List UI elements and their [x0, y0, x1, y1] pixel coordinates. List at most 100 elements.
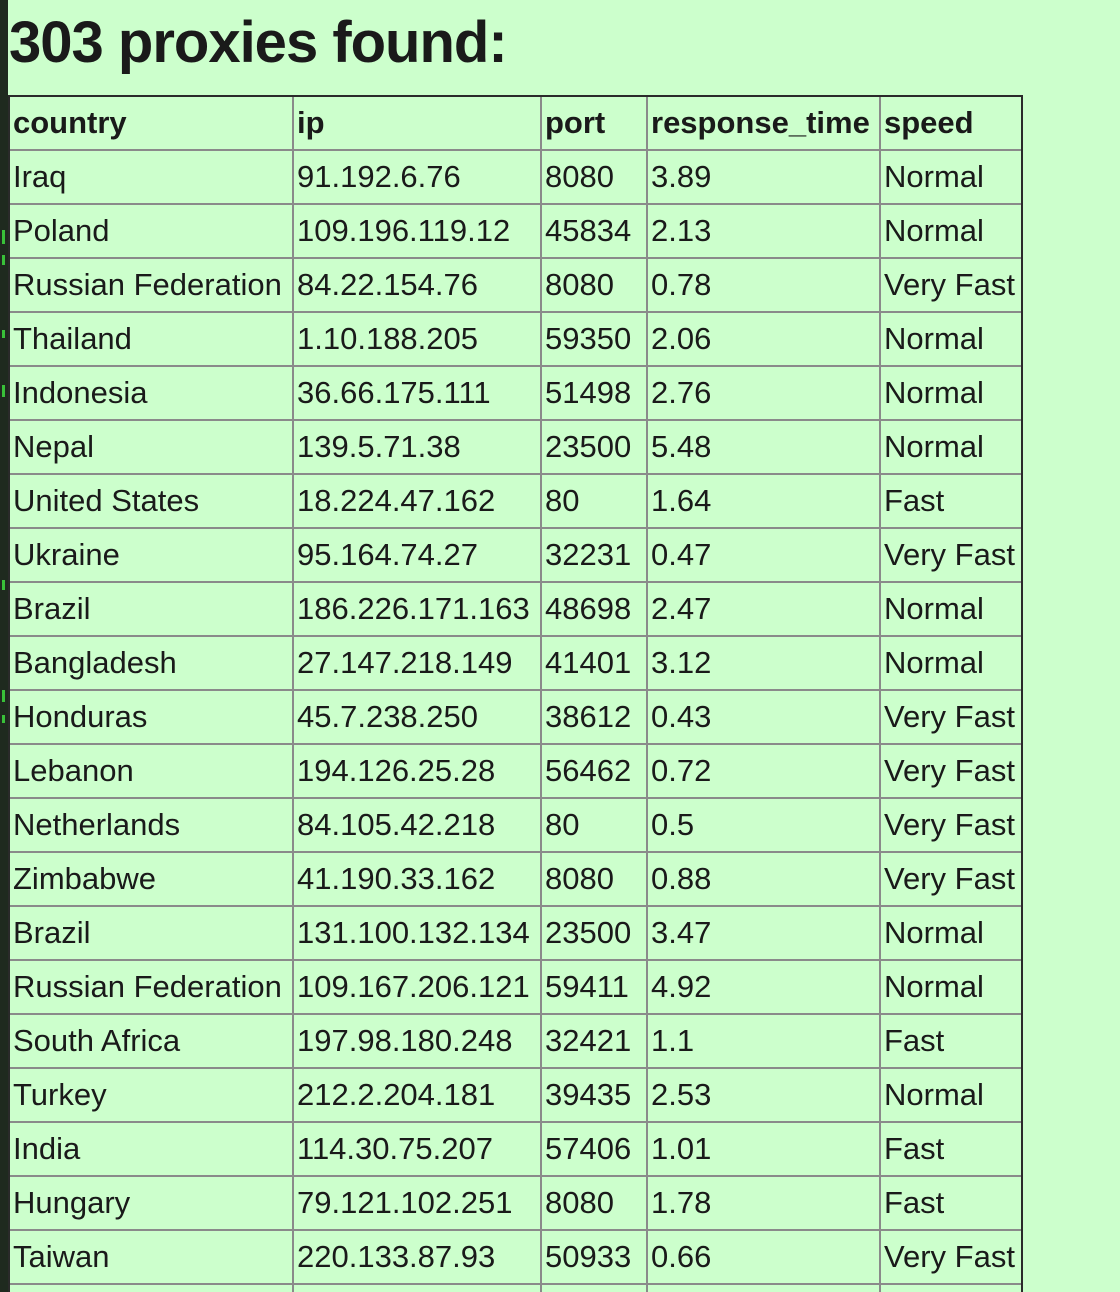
cell-response-time: 3.47: [648, 907, 881, 961]
column-header-ip: ip: [294, 97, 542, 151]
cell-speed: Normal: [881, 205, 1021, 259]
cell-country: India: [10, 1123, 294, 1177]
cell-speed: Normal: [881, 907, 1021, 961]
cell-country: United States: [10, 475, 294, 529]
page-title: 303 proxies found:: [9, 10, 508, 75]
proxy-table: country ip port response_time speed Iraq…: [8, 95, 1023, 1292]
cell-port: 59411: [542, 961, 648, 1015]
cell-speed: Very Fast: [881, 745, 1021, 799]
cell-speed: Normal: [881, 961, 1021, 1015]
cell-country: Bangladesh: [10, 637, 294, 691]
cell-ip: 131.100.132.134: [294, 907, 542, 961]
cell-ip: 114.30.75.207: [294, 1123, 542, 1177]
cell-country: Taiwan: [10, 1231, 294, 1285]
cell-speed: Very Fast: [881, 529, 1021, 583]
cell-country: Honduras: [10, 691, 294, 745]
cell-speed: Very Fast: [881, 853, 1021, 907]
cell-speed: Very Fast: [881, 259, 1021, 313]
cell-ip: 212.2.204.181: [294, 1069, 542, 1123]
table-row: Nepal 139.5.71.38 23500 5.48 Normal: [10, 421, 1021, 475]
cell-response-time: 1.64: [648, 475, 881, 529]
cell-speed: Normal: [881, 637, 1021, 691]
cell-port: 32421: [542, 1015, 648, 1069]
background-window-glint: [2, 385, 5, 397]
cell-response-time: 3.89: [648, 151, 881, 205]
cell-ip: 18.224.47.162: [294, 475, 542, 529]
column-header-speed: speed: [881, 97, 1021, 151]
cell-port: 56462: [542, 745, 648, 799]
cell-ip: 84.105.42.218: [294, 799, 542, 853]
column-header-port: port: [542, 97, 648, 151]
column-header-response-time: response_time: [648, 97, 881, 151]
table-row: Netherlands 84.105.42.218 80 0.5 Very Fast: [10, 799, 1021, 853]
cell-country: Thailand: [10, 313, 294, 367]
cell-response-time: 2.47: [648, 583, 881, 637]
cell-response-time: 2.53: [648, 1069, 881, 1123]
cell-country: Nepal: [10, 421, 294, 475]
cell-port: 8080: [542, 1177, 648, 1231]
background-window-glint: [2, 715, 5, 723]
cell-response-time: [648, 1285, 881, 1292]
cell-response-time: 0.88: [648, 853, 881, 907]
cell-ip: 36.66.175.111: [294, 367, 542, 421]
table-row: Poland 109.196.119.12 45834 2.13 Normal: [10, 205, 1021, 259]
cell-speed: Normal: [881, 313, 1021, 367]
background-window-glint: [2, 255, 5, 265]
cell-ip: 220.133.87.93: [294, 1231, 542, 1285]
cell-speed: Fast: [881, 475, 1021, 529]
table-row: Honduras 45.7.238.250 38612 0.43 Very Fast: [10, 691, 1021, 745]
cell-port: 39435: [542, 1069, 648, 1123]
table-row: Brazil 186.226.171.163 48698 2.47 Normal: [10, 583, 1021, 637]
cell-country: Brazil: [10, 583, 294, 637]
table-row: Brazil 131.100.132.134 23500 3.47 Normal: [10, 907, 1021, 961]
cell-ip: 79.121.102.251: [294, 1177, 542, 1231]
cell-port: 38612: [542, 691, 648, 745]
table-row: Ukraine 95.164.74.27 32231 0.47 Very Fast: [10, 529, 1021, 583]
table-header-row: country ip port response_time speed: [10, 97, 1021, 151]
background-window-edge: [0, 0, 8, 1292]
cell-ip: 84.22.154.76: [294, 259, 542, 313]
table-row: Indonesia 36.66.175.111 51498 2.76 Normal: [10, 367, 1021, 421]
cell-ip: 197.98.180.248: [294, 1015, 542, 1069]
cell-port: 57406: [542, 1123, 648, 1177]
cell-port: 48698: [542, 583, 648, 637]
table-row: South Africa 197.98.180.248 32421 1.1 Fast: [10, 1015, 1021, 1069]
cell-port: 41401: [542, 637, 648, 691]
cell-speed: Very Fast: [881, 691, 1021, 745]
cell-speed: Very Fast: [881, 799, 1021, 853]
cell-country: [10, 1285, 294, 1292]
cell-response-time: 0.72: [648, 745, 881, 799]
cell-ip: 91.192.6.76: [294, 151, 542, 205]
cell-response-time: 0.5: [648, 799, 881, 853]
cell-port: 23500: [542, 421, 648, 475]
cell-port: 51498: [542, 367, 648, 421]
cell-port: 80: [542, 799, 648, 853]
cell-country: Poland: [10, 205, 294, 259]
cell-country: Iraq: [10, 151, 294, 205]
cell-country: Zimbabwe: [10, 853, 294, 907]
background-window-glint: [2, 580, 5, 590]
table-row: Hungary 79.121.102.251 8080 1.78 Fast: [10, 1177, 1021, 1231]
cell-port: 50933: [542, 1231, 648, 1285]
background-window-glint: [2, 690, 5, 702]
cell-response-time: 5.48: [648, 421, 881, 475]
cell-port: 59350: [542, 313, 648, 367]
table-row: Lebanon 194.126.25.28 56462 0.72 Very Fast: [10, 745, 1021, 799]
cell-country: Ukraine: [10, 529, 294, 583]
cell-speed: Fast: [881, 1015, 1021, 1069]
cell-country: Turkey: [10, 1069, 294, 1123]
cell-country: South Africa: [10, 1015, 294, 1069]
cell-response-time: 2.06: [648, 313, 881, 367]
cell-ip: 45.7.238.250: [294, 691, 542, 745]
cell-response-time: 2.76: [648, 367, 881, 421]
column-header-country: country: [10, 97, 294, 151]
table-row: Russian Federation 84.22.154.76 8080 0.78 Ve…: [10, 259, 1021, 313]
table-row: [10, 1285, 1021, 1292]
cell-response-time: 0.47: [648, 529, 881, 583]
cell-country: Indonesia: [10, 367, 294, 421]
cell-ip: 109.196.119.12: [294, 205, 542, 259]
cell-response-time: 1.78: [648, 1177, 881, 1231]
cell-ip: 95.164.74.27: [294, 529, 542, 583]
cell-speed: Very Fast: [881, 1231, 1021, 1285]
cell-ip: 194.126.25.28: [294, 745, 542, 799]
